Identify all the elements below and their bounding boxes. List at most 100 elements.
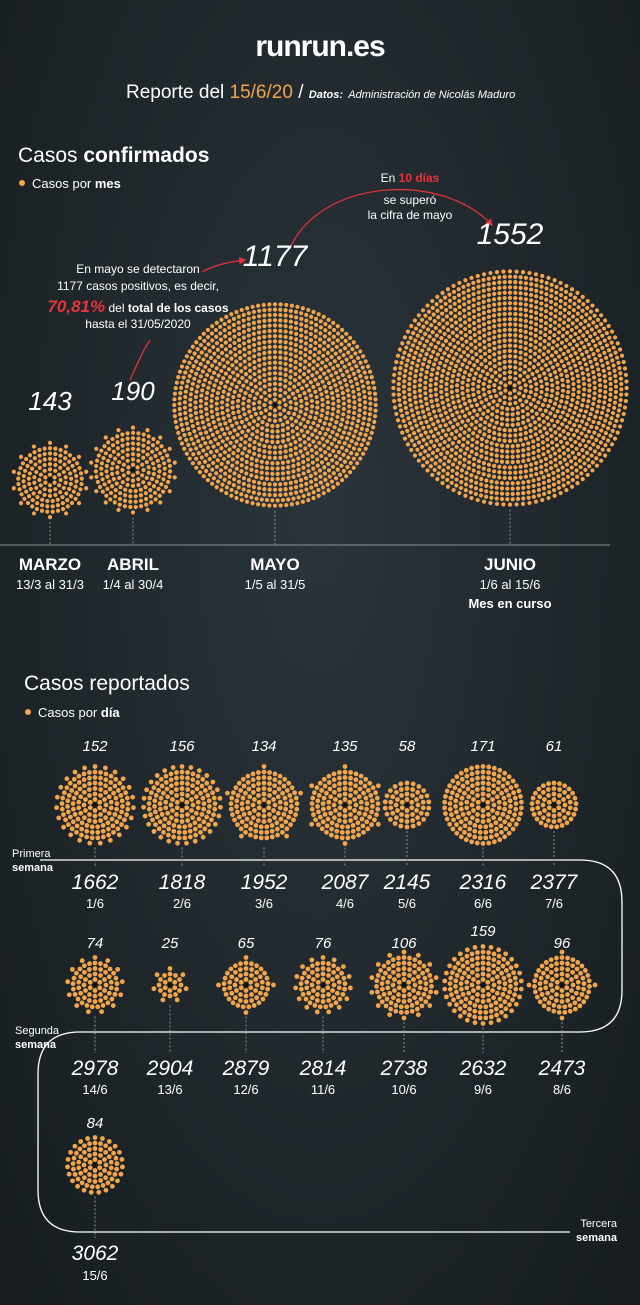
dot: [539, 389, 544, 395]
dot: [278, 450, 283, 455]
dot: [120, 1164, 125, 1170]
dot: [503, 383, 508, 388]
dot: [443, 423, 448, 428]
dot: [311, 790, 317, 796]
dot: [354, 441, 359, 446]
dot: [283, 356, 288, 361]
dot: [396, 955, 401, 961]
dot: [364, 819, 370, 825]
dot: [143, 496, 149, 502]
dot: [431, 433, 436, 439]
dot: [412, 389, 417, 395]
dot: [410, 812, 415, 817]
cumulative-label: 2087: [321, 871, 370, 894]
dot: [561, 429, 566, 434]
dot: [497, 385, 502, 391]
dot: [294, 974, 300, 979]
dot: [323, 456, 329, 461]
dot: [549, 377, 554, 383]
dot: [355, 381, 360, 387]
dot: [497, 398, 502, 403]
dot: [507, 370, 513, 375]
dot: [275, 498, 280, 503]
dot: [28, 459, 33, 464]
dot: [52, 480, 57, 485]
dot: [457, 433, 462, 438]
dot: [87, 1153, 92, 1158]
dot: [486, 967, 492, 972]
dot: [453, 307, 458, 312]
dot: [483, 1004, 489, 1010]
dot: [305, 419, 311, 425]
dot: [213, 437, 218, 442]
dot: [557, 781, 562, 787]
dot: [453, 809, 459, 815]
dot: [477, 330, 482, 335]
dot: [564, 337, 569, 343]
dot: [320, 960, 326, 966]
dot: [369, 975, 375, 981]
dot: [407, 353, 412, 358]
dot: [334, 444, 339, 449]
dot: [507, 396, 513, 401]
dot: [481, 472, 486, 477]
dot: [270, 498, 275, 503]
dot: [457, 951, 463, 957]
dot: [458, 354, 463, 359]
dot: [409, 805, 415, 811]
dot: [170, 765, 176, 770]
dot: [566, 454, 571, 459]
dot: [574, 966, 580, 972]
dot: [401, 1015, 407, 1021]
dot: [130, 794, 136, 800]
dot: [262, 390, 267, 395]
dot: [534, 466, 539, 471]
dot: [327, 452, 332, 458]
dot: [283, 345, 288, 350]
dot: [250, 501, 255, 506]
dot: [413, 338, 418, 343]
dot: [272, 802, 278, 808]
dot: [198, 443, 203, 448]
dot: [515, 405, 520, 410]
dot: [125, 482, 130, 488]
dot: [502, 274, 507, 279]
dot: [594, 324, 599, 329]
dot: [312, 353, 317, 358]
dot: [335, 324, 340, 329]
dot: [293, 812, 298, 818]
dot: [571, 314, 576, 319]
dot: [497, 291, 502, 296]
dot: [330, 988, 335, 993]
dot: [169, 783, 174, 789]
dot: [444, 381, 449, 387]
dot: [342, 459, 348, 464]
dot: [278, 393, 283, 398]
dot: [457, 304, 462, 310]
dot: [486, 961, 491, 967]
dot: [502, 801, 508, 807]
dot: [61, 469, 66, 475]
dot: [540, 402, 546, 408]
dot: [179, 808, 185, 813]
dot: [427, 973, 433, 978]
dot: [479, 442, 484, 448]
dot: [230, 1000, 236, 1006]
dot: [209, 409, 214, 414]
dot: [365, 826, 371, 832]
dot: [76, 780, 82, 785]
dot: [485, 371, 490, 377]
dot: [414, 1000, 420, 1006]
dot: [523, 302, 528, 307]
dot: [74, 829, 79, 835]
dot: [543, 376, 548, 381]
dot: [308, 473, 313, 479]
dot: [97, 979, 103, 985]
dot: [201, 801, 207, 807]
dot: [309, 969, 315, 975]
dot: [86, 967, 92, 972]
dot: [292, 411, 297, 417]
dot: [248, 820, 254, 826]
dot: [482, 404, 487, 410]
dot: [480, 949, 486, 955]
